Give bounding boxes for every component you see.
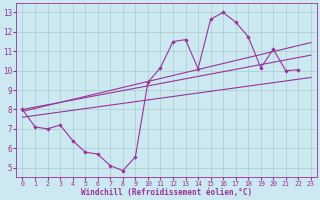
X-axis label: Windchill (Refroidissement éolien,°C): Windchill (Refroidissement éolien,°C)	[81, 188, 252, 197]
